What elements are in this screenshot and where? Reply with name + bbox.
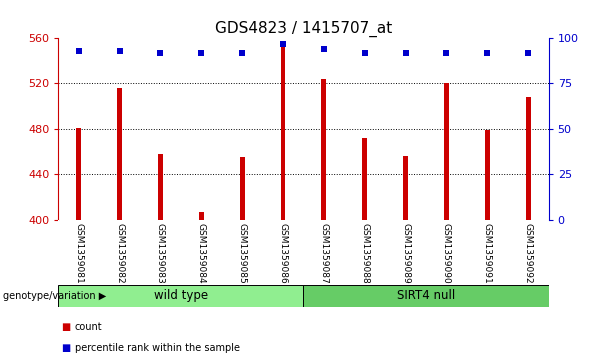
Text: GSM1359082: GSM1359082: [115, 223, 124, 284]
Point: [74, 48, 83, 54]
Bar: [281, 44, 286, 220]
Bar: [76, 128, 81, 220]
Point: [278, 41, 288, 46]
Text: GSM1359089: GSM1359089: [401, 223, 410, 284]
Point: [360, 50, 370, 56]
Point: [156, 50, 166, 56]
Text: GSM1359084: GSM1359084: [197, 223, 206, 284]
Text: GSM1359092: GSM1359092: [524, 223, 533, 284]
Text: wild type: wild type: [154, 289, 208, 302]
Point: [196, 50, 206, 56]
Text: genotype/variation ▶: genotype/variation ▶: [3, 291, 106, 301]
Text: SIRT4 null: SIRT4 null: [397, 289, 455, 302]
Point: [115, 48, 124, 54]
Bar: [303, 285, 549, 307]
Bar: [444, 83, 449, 220]
Title: GDS4823 / 1415707_at: GDS4823 / 1415707_at: [215, 21, 392, 37]
Text: GSM1359081: GSM1359081: [74, 223, 83, 284]
Bar: [403, 156, 408, 220]
Text: GSM1359085: GSM1359085: [238, 223, 246, 284]
Point: [441, 50, 451, 56]
Text: percentile rank within the sample: percentile rank within the sample: [75, 343, 240, 354]
Text: GSM1359088: GSM1359088: [360, 223, 369, 284]
Text: GSM1359083: GSM1359083: [156, 223, 165, 284]
Bar: [240, 157, 245, 220]
Bar: [362, 138, 367, 220]
Bar: [321, 79, 326, 220]
Text: GSM1359087: GSM1359087: [319, 223, 329, 284]
Point: [401, 50, 411, 56]
Text: GSM1359086: GSM1359086: [278, 223, 287, 284]
Text: GSM1359090: GSM1359090: [442, 223, 451, 284]
Point: [319, 46, 329, 52]
Bar: [526, 97, 531, 220]
Bar: [58, 285, 303, 307]
Point: [524, 50, 533, 56]
Text: GSM1359091: GSM1359091: [483, 223, 492, 284]
Text: ■: ■: [61, 343, 70, 354]
Bar: [117, 88, 122, 220]
Bar: [158, 154, 163, 220]
Point: [482, 50, 492, 56]
Bar: [199, 212, 204, 220]
Point: [237, 50, 247, 56]
Text: count: count: [75, 322, 102, 332]
Bar: [485, 130, 490, 220]
Text: ■: ■: [61, 322, 70, 332]
